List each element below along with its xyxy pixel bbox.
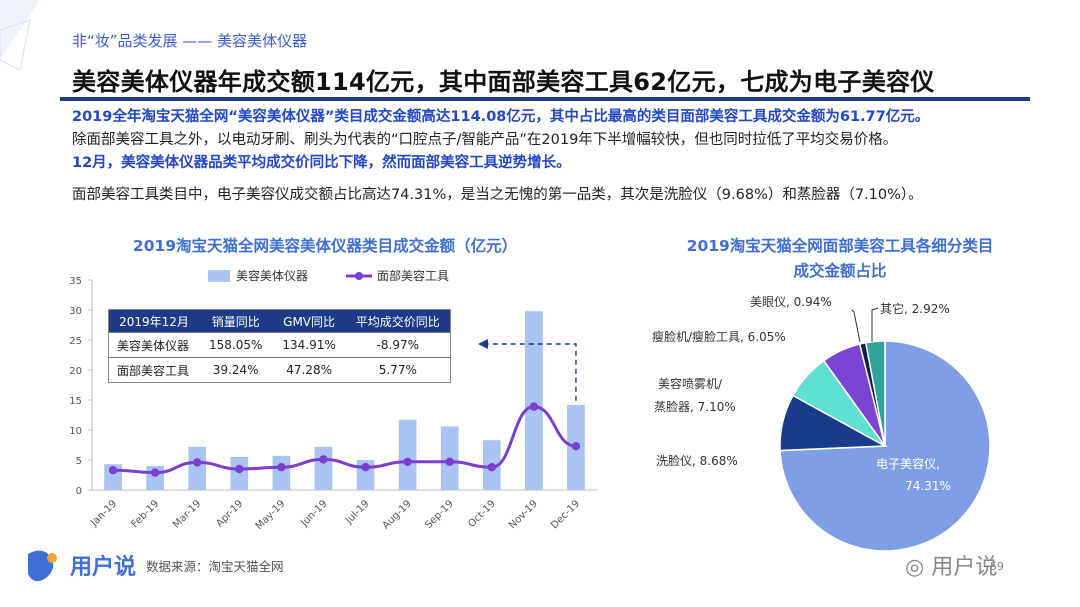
y-tick-label: 5 [76, 456, 82, 467]
line-point-Aug-19 [403, 457, 412, 466]
bar-Mar-19 [188, 446, 207, 490]
pie-chart: 电子美容仪, 74.31% 洗脸仪, 8.68% 美容喷雾机/蒸脸器, 7.10% 瘦脸… [652, 295, 991, 552]
line-point-Jul-19 [361, 463, 370, 472]
y-tick-label: 20 [69, 366, 82, 377]
pie-label-wash: 洗脸仪, 8.68% [656, 454, 738, 468]
table-cell: -8.97% [345, 332, 451, 358]
bar-chart-title: 2019淘宝天猫全网美容美体仪器类目成交金额（亿元） [132, 237, 518, 255]
y-tick-label: 25 [69, 336, 82, 347]
pie-label-slim: 瘦脸机/瘦脸工具, 6.05% [652, 329, 786, 344]
wechat-name: 用户说 [931, 555, 998, 580]
bar-Jun-19 [314, 446, 333, 490]
series-line-facial-tools [113, 405, 577, 475]
intro-line-3: 12月，美容美体仪器品类平均成交价同比下降，然而面部美容工具逆势增长。 [72, 155, 571, 171]
x-tick-label: May-19 [254, 498, 288, 532]
table-header-cell: 2019年12月 [108, 309, 200, 333]
legend-swatch-line-dot [355, 272, 363, 280]
legend-swatch-bar [208, 270, 230, 282]
line-point-May-19 [277, 463, 286, 472]
x-tick-label: Apr-19 [214, 498, 245, 529]
legend-label-bar: 美容美体仪器 [236, 268, 308, 283]
table-cell: 5.77% [345, 357, 451, 383]
x-tick-label: Nov-19 [507, 498, 540, 531]
line-point-Jun-19 [319, 455, 328, 464]
table-cell: 47.28% [272, 357, 346, 383]
legend-label-line: 面部美容工具 [377, 268, 449, 283]
brand-logo-text: 用户说 [70, 555, 137, 580]
bar-Nov-19 [525, 311, 543, 490]
table-header-cell: GMV同比 [272, 309, 346, 333]
pie-label-other: 其它, 2.92% [880, 301, 950, 316]
x-tick-label: Jun-19 [298, 498, 329, 529]
bar-line-chart: 0 5 10 15 20 25 30 35 Jan-19 Feb-19 Mar-19 Apr-19 Ma… [69, 268, 597, 532]
page-number: 59 [990, 560, 1004, 573]
line-point-Sep-19 [445, 457, 454, 466]
bar-Aug-19 [398, 419, 417, 490]
x-tick-label: Feb-19 [129, 498, 161, 530]
table-row: 美容美体仪器 158.05% 134.91% -8.97% [108, 332, 451, 358]
leader-line-eye [851, 309, 861, 343]
dec-stats-table: 2019年12月 销量同比 GMV同比 平均成交价同比 美容美体仪器 158.0… [108, 309, 451, 383]
y-tick-label: 30 [69, 306, 82, 317]
corner-decoration [0, 0, 40, 70]
line-point-Dec-19 [571, 442, 581, 451]
page-headline: 美容美体仪器年成交额114亿元，其中面部美容工具62亿元，七成为电子美容仪 [72, 68, 935, 96]
pie-title-line-1: 2019淘宝天猫全网面部美容工具各细分类目 [686, 237, 994, 255]
bar-Apr-19 [230, 457, 249, 490]
table-cell: 158.05% [199, 332, 273, 358]
y-tick-label: 35 [69, 276, 82, 287]
pie-label-main-2: 74.31% [905, 479, 951, 493]
intro-text: 2019全年淘宝天猫全网“美容美体仪器”类目成交金额高达114.08亿元，其中占… [72, 106, 1032, 207]
pie-slice-5 [864, 340, 886, 447]
x-tick-label: Dec-19 [549, 498, 582, 531]
table-row: 面部美容工具 39.24% 47.28% 5.77% [108, 357, 451, 383]
annotation-arrowhead [478, 339, 488, 349]
pie-label-spray-1: 美容喷雾机/ [658, 376, 723, 391]
pie-label-eye: 美眼仪, 0.94% [750, 295, 832, 309]
x-tick-label: Jan-19 [88, 498, 119, 529]
x-tick-label: Jul-19 [343, 498, 372, 527]
table-cell: 134.91% [272, 332, 346, 358]
pie-title-line-2: 成交金额占比 [793, 262, 887, 280]
bar-May-19 [272, 455, 291, 490]
line-point-Mar-19 [193, 458, 202, 467]
line-point-Jan-19 [108, 466, 118, 475]
table-header-cell: 平均成交价同比 [345, 309, 451, 333]
line-point-Oct-19 [487, 463, 496, 472]
table-cell: 39.24% [199, 357, 273, 383]
wechat-watermark: ◎ 用户说 [905, 555, 998, 580]
table-header-row: 2019年12月 销量同比 GMV同比 平均成交价同比 [108, 309, 451, 333]
table-cell: 面部美容工具 [108, 357, 200, 383]
y-tick-label: 10 [69, 426, 82, 437]
line-point-Nov-19 [529, 402, 539, 411]
y-tick-label: 0 [76, 486, 82, 497]
table-cell: 美容美体仪器 [108, 332, 200, 358]
x-tick-label: Mar-19 [171, 498, 203, 530]
annotation-dashed-line [486, 343, 577, 401]
intro-line-1: 2019全年淘宝天猫全网“美容美体仪器”类目成交金额高达114.08亿元，其中占… [72, 109, 930, 125]
section-label: 非“妆”品类发展 —— 美容美体仪器 [72, 32, 308, 50]
pie-label-main-1: 电子美容仪, [876, 456, 940, 471]
data-source: 数据来源：淘宝天猫全网 [146, 559, 284, 574]
leader-line-other [871, 307, 879, 342]
pie-chart-title: 2019淘宝天猫全网面部美容工具各细分类目 成交金额占比 [640, 234, 1040, 284]
table-header-cell: 销量同比 [199, 309, 273, 333]
x-tick-label: Sep-19 [423, 498, 456, 531]
line-point-Apr-19 [235, 464, 244, 474]
x-tick-label: Oct-19 [466, 498, 498, 530]
intro-line-2: 除面部美容工具之外，以电动牙刷、刷头为代表的“口腔点子/智能产品”在2019年下… [72, 132, 898, 148]
brand-logo-icon [28, 550, 57, 582]
line-point-Feb-19 [150, 468, 160, 477]
x-tick-label: Aug-19 [381, 498, 414, 531]
headline-rule [60, 97, 1030, 101]
y-tick-label: 15 [69, 396, 82, 407]
intro-line-4: 面部美容工具类目中，电子美容仪成交额占比高达74.31%，是当之无愧的第一品类，… [72, 187, 923, 203]
pie-label-spray-2: 蒸脸器, 7.10% [654, 400, 736, 414]
